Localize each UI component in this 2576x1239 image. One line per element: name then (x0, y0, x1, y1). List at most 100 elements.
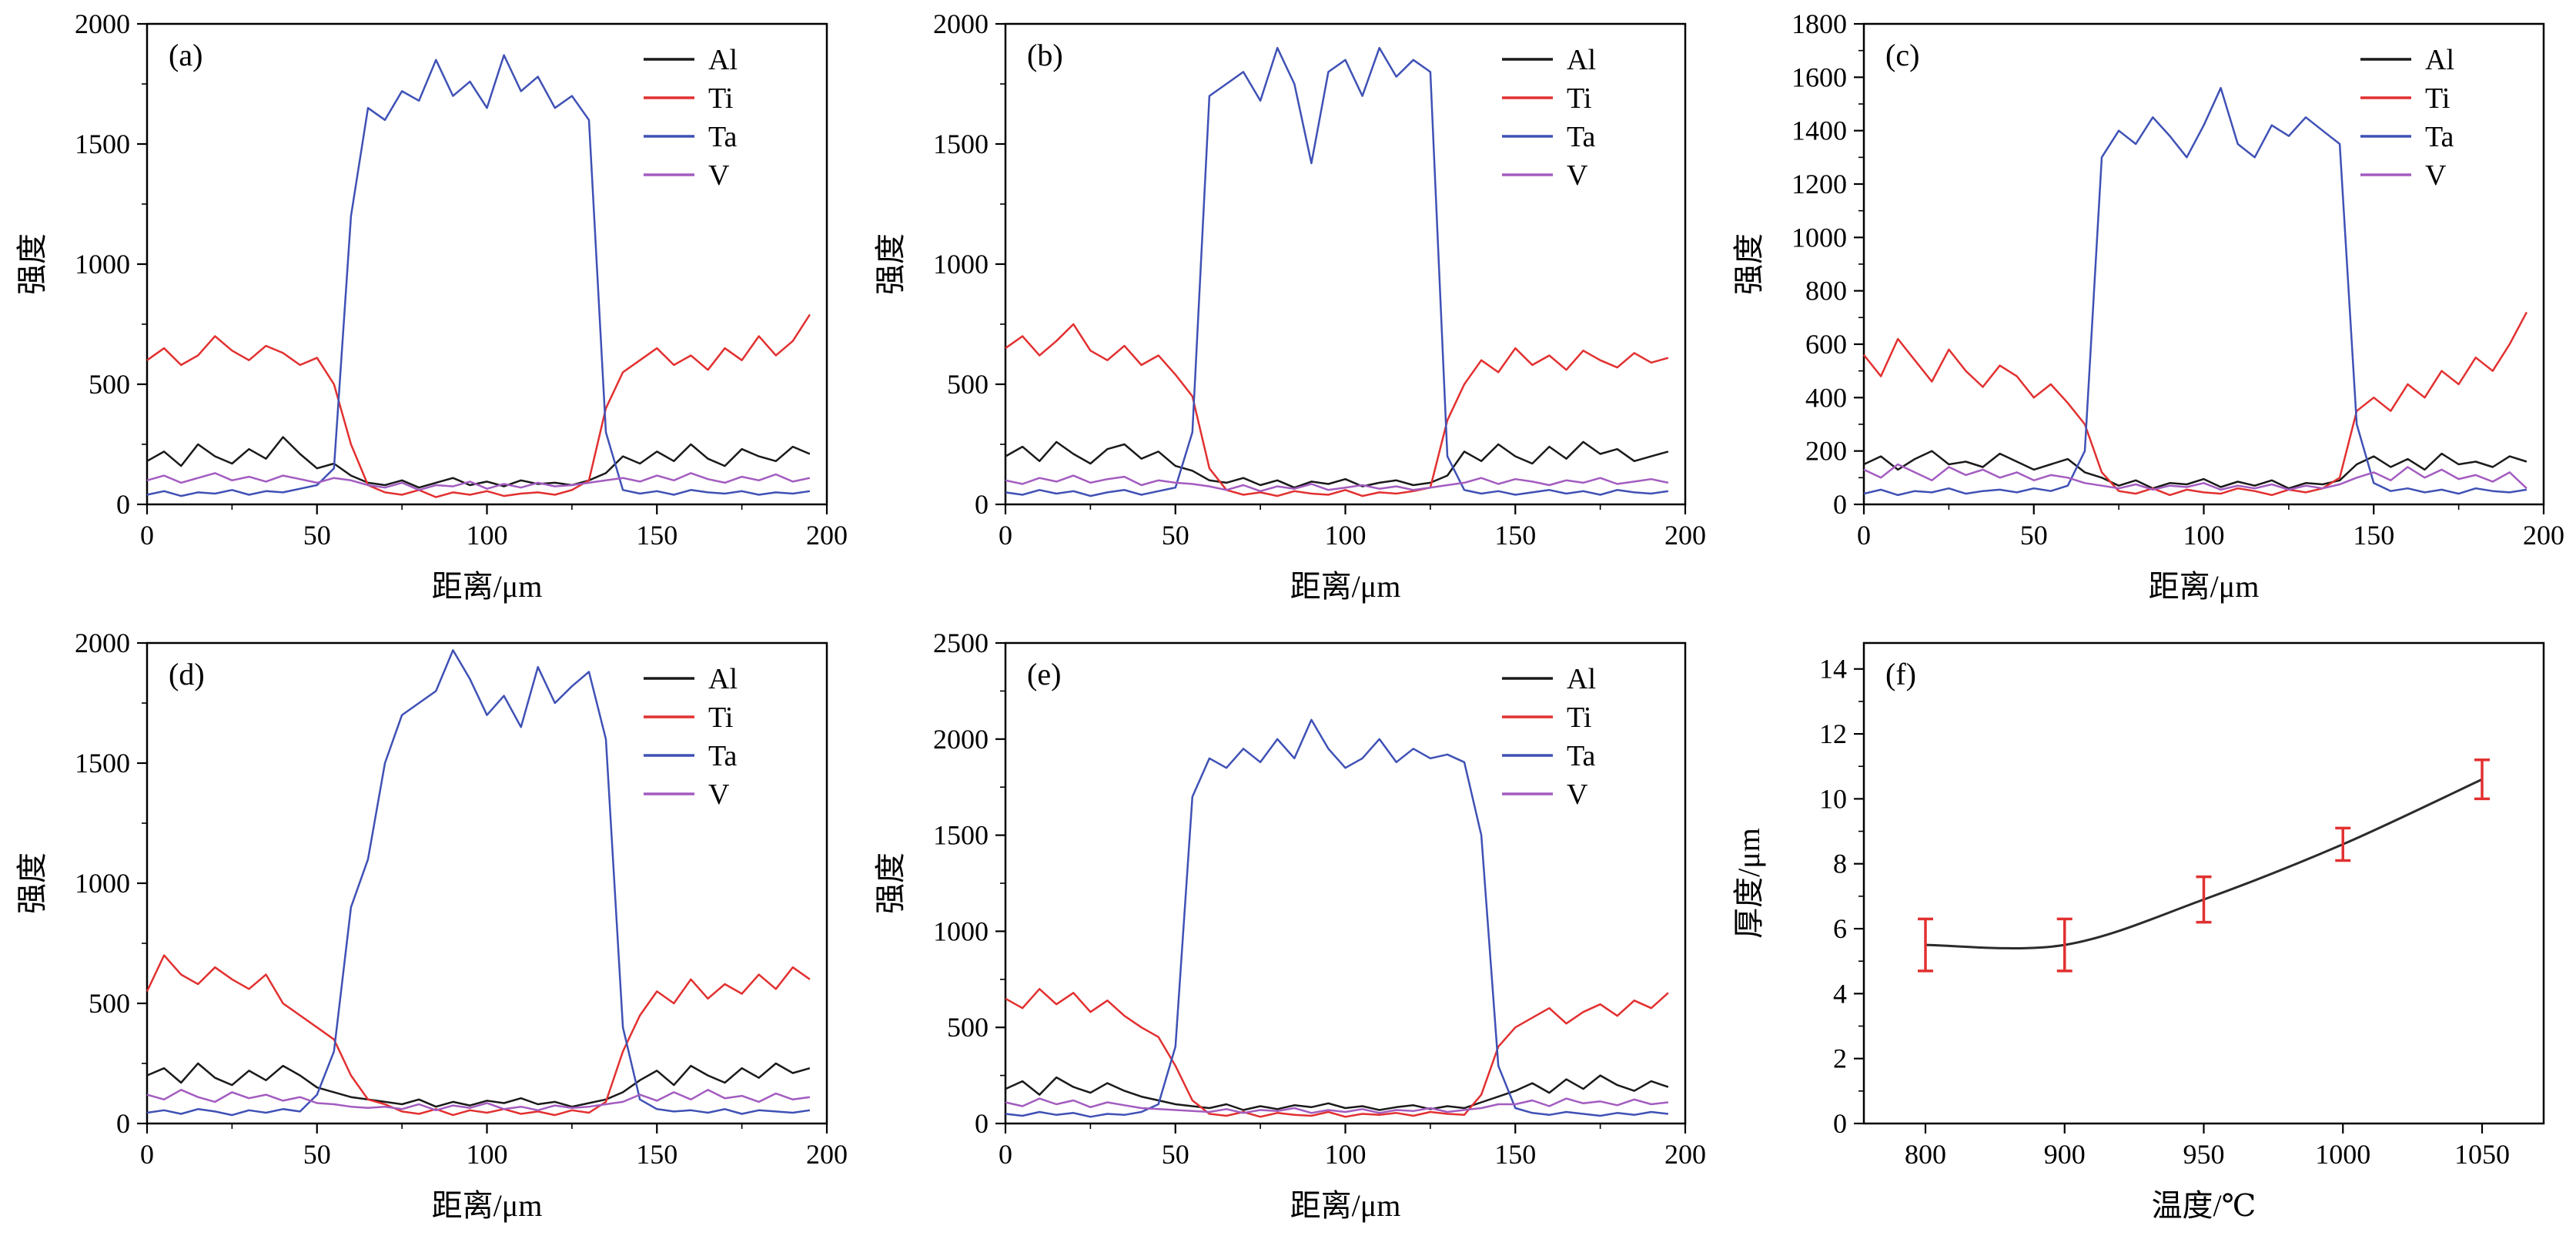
series-line-v (1005, 474, 1668, 492)
x-axis-label: 距离/μm (1290, 569, 1400, 604)
series-line-ti (146, 313, 811, 498)
x-tick-label: 150 (636, 520, 677, 551)
y-tick-label: 0 (116, 489, 130, 520)
series-line-ta (1863, 86, 2527, 496)
x-axis-label: 距离/μm (2148, 569, 2259, 604)
x-tick-label: 150 (2353, 520, 2394, 551)
series-line-ti (1004, 987, 1669, 1118)
chart-svg: 0 200 400 600 800 1000 1200 1400 1600 1800 0 50 100 1… (1731, 8, 2564, 604)
panel-f: 0 2 4 6 8 10 12 14 800 900 950 1000 1050 温度/℃ 厚度/μm (f) (1718, 620, 2576, 1239)
series-line-v (1005, 1097, 1668, 1114)
y-tick-label: 500 (947, 1012, 989, 1043)
legend-label-ti: Ti (1567, 82, 1591, 115)
y-tick-label: 8 (1833, 848, 1847, 879)
y-tick-label: 2500 (933, 628, 989, 658)
y-axis-label: 厚度/μm (1731, 828, 1766, 939)
x-tick-label: 0 (1857, 520, 1871, 551)
legend-label-v: V (1567, 779, 1588, 811)
x-tick-label: 50 (303, 520, 330, 551)
y-tick-label: 2000 (933, 8, 989, 39)
y-tick-label: 0 (975, 1108, 989, 1139)
x-tick-label: 0 (999, 1139, 1012, 1170)
x-tick-label: 950 (2183, 1139, 2224, 1170)
y-tick-label: 2000 (933, 723, 989, 754)
y-tick-label: 1400 (1791, 115, 1847, 146)
legend-label-al: Al (1567, 663, 1596, 695)
x-tick-label: 200 (2523, 520, 2564, 551)
chart-svg: 0 2 4 6 8 10 12 14 800 900 950 1000 1050 温度/℃ 厚度/μm (f) (1731, 641, 2544, 1223)
x-tick-label: 150 (1494, 520, 1536, 551)
y-tick-label: 500 (89, 988, 130, 1019)
x-tick-label: 150 (636, 1139, 677, 1170)
y-tick-label: 14 (1819, 653, 1847, 684)
y-tick-label: 1000 (75, 249, 130, 280)
y-tick-label: 600 (1805, 329, 1847, 360)
y-tick-label: 6 (1833, 913, 1847, 944)
y-tick-label: 12 (1819, 718, 1847, 749)
x-tick-label: 800 (1905, 1139, 1946, 1170)
panel-a: 0 500 1000 1500 2000 0 50 100 150 200 Al Ti Ta V 距离/μm… (1, 1, 859, 620)
y-tick-label: 0 (116, 1108, 130, 1139)
x-tick-label: 200 (1664, 1139, 1706, 1170)
x-axis-label: 距离/μm (1290, 1188, 1400, 1223)
x-tick-label: 100 (466, 520, 507, 551)
x-tick-label: 200 (1664, 520, 1706, 551)
series-line-ti (146, 953, 811, 1116)
x-tick-label: 100 (2183, 520, 2224, 551)
legend-label-ta: Ta (708, 121, 738, 153)
y-tick-label: 1000 (75, 868, 130, 899)
chart-svg: 0 500 1000 1500 2000 0 50 100 150 200 Al Ti Ta V 距离/μm… (15, 628, 848, 1223)
series-line-ta (1005, 718, 1668, 1118)
y-tick-label: 1000 (933, 916, 989, 946)
panel-e: 0 500 1000 1500 2000 2500 0 50 100 150 200 Al Ti Ta V 距… (859, 620, 1718, 1239)
series-line-ta (146, 648, 810, 1116)
y-tick-label: 1500 (75, 129, 130, 159)
y-axis-label: 强度 (15, 852, 49, 914)
y-tick-label: 0 (1833, 1108, 1847, 1139)
x-tick-label: 200 (806, 1139, 848, 1170)
legend: Al Ti Ta V (643, 663, 738, 811)
x-tick-label: 50 (303, 1139, 330, 1170)
series-line-al (1004, 1073, 1668, 1111)
legend-label-al: Al (708, 44, 738, 76)
series-line-al (1004, 440, 1668, 488)
series-line-al (146, 1062, 810, 1107)
y-tick-label: 2000 (75, 628, 130, 658)
error-bar (1917, 917, 1933, 973)
legend-label-al: Al (2425, 44, 2454, 76)
y-tick-label: 1000 (1791, 222, 1847, 253)
y-tick-label: 1500 (75, 748, 130, 779)
y-tick-label: 0 (975, 489, 989, 520)
x-tick-label: 0 (140, 1139, 154, 1170)
series-line-v (1862, 463, 2527, 491)
y-tick-label: 1200 (1791, 169, 1847, 199)
series-line-ti (1862, 311, 2527, 496)
y-tick-label: 10 (1819, 783, 1847, 814)
legend-label-al: Al (1567, 44, 1596, 76)
y-tick-label: 800 (1805, 275, 1847, 306)
legend-label-v: V (708, 159, 730, 192)
y-axis-label: 强度 (873, 852, 908, 914)
panel-label: (d) (169, 657, 205, 691)
y-tick-label: 1800 (1791, 8, 1847, 39)
y-tick-label: 1500 (933, 819, 989, 850)
y-tick-label: 500 (947, 369, 989, 400)
legend-label-v: V (1567, 159, 1588, 192)
error-bar (2334, 826, 2350, 862)
series-line-v (146, 471, 810, 491)
legend-label-ta: Ta (708, 740, 738, 772)
legend-label-ti: Ti (708, 702, 733, 734)
legend-label-ti: Ti (2425, 82, 2450, 115)
error-bar (2474, 758, 2490, 800)
chart-svg: 0 500 1000 1500 2000 0 50 100 150 200 Al Ti Ta V 距离/μm… (873, 8, 1706, 604)
y-tick-label: 1600 (1791, 62, 1847, 92)
panel-label: (c) (1885, 38, 1919, 72)
y-tick-label: 4 (1833, 978, 1847, 1009)
panel-c: 0 200 400 600 800 1000 1200 1400 1600 1800 0 50 100 1… (1718, 1, 2576, 620)
x-tick-label: 0 (140, 520, 154, 551)
series-line-ta (146, 53, 810, 497)
x-tick-label: 50 (1161, 1139, 1189, 1170)
x-tick-label: 100 (1324, 1139, 1366, 1170)
series-line-al (146, 435, 810, 488)
